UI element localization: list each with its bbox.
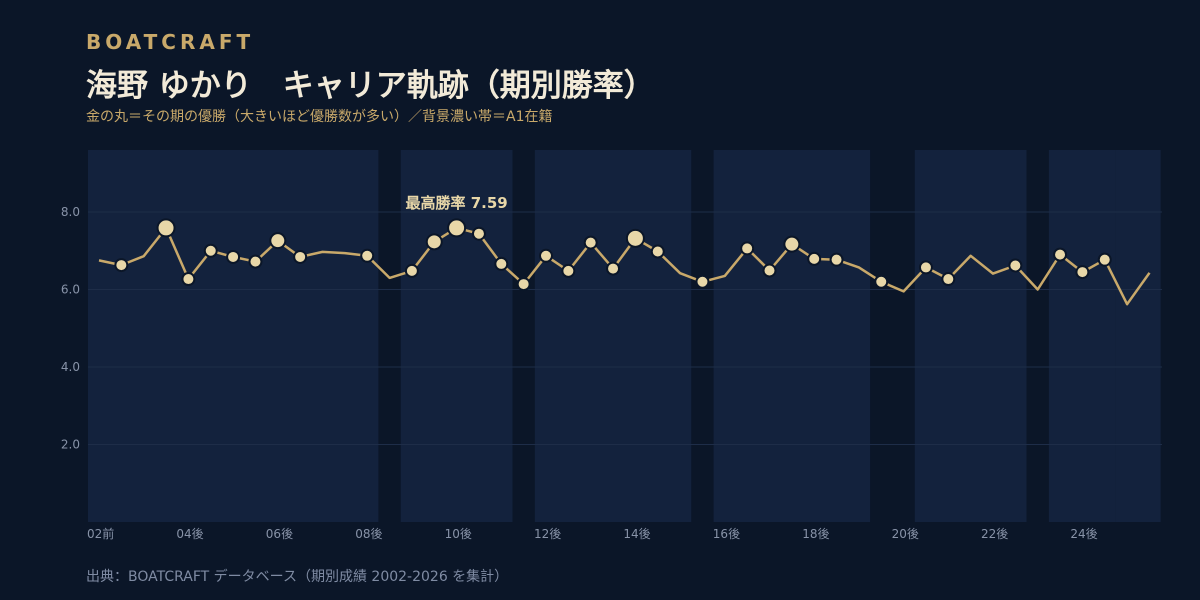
a1-band	[713, 150, 871, 522]
a1-band	[534, 150, 692, 522]
chart-title: 海野 ゆかり キャリア軌跡（期別勝率）	[86, 68, 655, 104]
win-marker	[783, 235, 801, 253]
x-tick-label: 16後	[713, 527, 740, 541]
a1-band	[88, 150, 379, 522]
win-marker	[1053, 247, 1068, 262]
a1-band	[914, 150, 1027, 522]
x-tick-label: 14後	[623, 527, 650, 541]
win-marker	[650, 244, 665, 259]
x-tick-label: 12後	[534, 527, 561, 541]
win-marker	[539, 248, 553, 263]
win-marker	[1075, 265, 1090, 280]
x-tick-label: 22後	[981, 527, 1008, 541]
grid-lines	[88, 211, 1162, 445]
x-tick-label: 18後	[802, 527, 829, 541]
win-markers	[114, 218, 1112, 292]
win-marker	[248, 254, 263, 269]
a1-band	[1048, 150, 1116, 522]
chart-subtitle: 金の丸＝その期の優勝（大きいほど優勝数が多い）／背景濃い帯＝A1在籍	[86, 109, 553, 125]
win-marker	[404, 263, 419, 278]
win-marker	[874, 274, 889, 289]
y-tick-label: 8.0	[61, 205, 80, 219]
x-axis-labels: 02前 04後 06後 08後 10後 12後 14後 16後 18後 20後 22後 24後	[87, 526, 1098, 541]
y-tick-label: 4.0	[61, 360, 80, 374]
x-tick-label: 02前	[87, 526, 114, 541]
x-tick-label: 04後	[176, 527, 203, 541]
win-marker	[918, 260, 933, 275]
y-tick-label: 2.0	[61, 438, 80, 452]
y-axis-labels: 2.0 4.0 6.0 8.0	[61, 205, 80, 452]
win-marker	[1008, 258, 1023, 273]
win-marker	[695, 274, 710, 289]
win-marker	[293, 249, 308, 264]
win-marker	[156, 218, 176, 238]
win-marker	[606, 261, 621, 276]
win-marker	[181, 272, 196, 287]
win-marker	[561, 263, 576, 278]
win-marker	[425, 233, 443, 251]
x-tick-label: 20後	[892, 527, 919, 541]
x-tick-label: 24後	[1070, 527, 1097, 541]
win-marker	[583, 235, 598, 250]
win-marker	[1097, 252, 1112, 267]
win-marker	[471, 226, 486, 241]
win-marker	[941, 272, 956, 287]
win-marker	[203, 243, 218, 258]
win-marker	[360, 248, 375, 263]
y-tick-label: 6.0	[61, 283, 80, 297]
x-tick-label: 08後	[355, 527, 382, 541]
source-note: 出典：BOATCRAFT データベース（期別成績 2002-2026 を集計）	[86, 569, 509, 585]
win-marker	[516, 277, 531, 292]
annotation-group: 最高勝率 7.59	[405, 194, 507, 212]
x-tick-label: 10後	[445, 527, 472, 541]
win-marker	[762, 263, 777, 278]
win-marker	[226, 249, 241, 264]
win-marker	[740, 241, 755, 256]
x-tick-label: 06後	[266, 527, 293, 541]
win-marker	[625, 228, 645, 248]
win-marker	[829, 252, 844, 267]
win-marker	[807, 251, 822, 266]
peak-annotation: 最高勝率 7.59	[405, 194, 507, 212]
brand-label: BOATCRAFT	[86, 30, 255, 54]
a1-bands	[88, 150, 1161, 522]
win-marker	[114, 258, 129, 273]
win-marker	[447, 218, 467, 238]
a1-band	[1115, 150, 1161, 522]
win-marker	[269, 232, 287, 250]
win-marker	[494, 256, 509, 271]
